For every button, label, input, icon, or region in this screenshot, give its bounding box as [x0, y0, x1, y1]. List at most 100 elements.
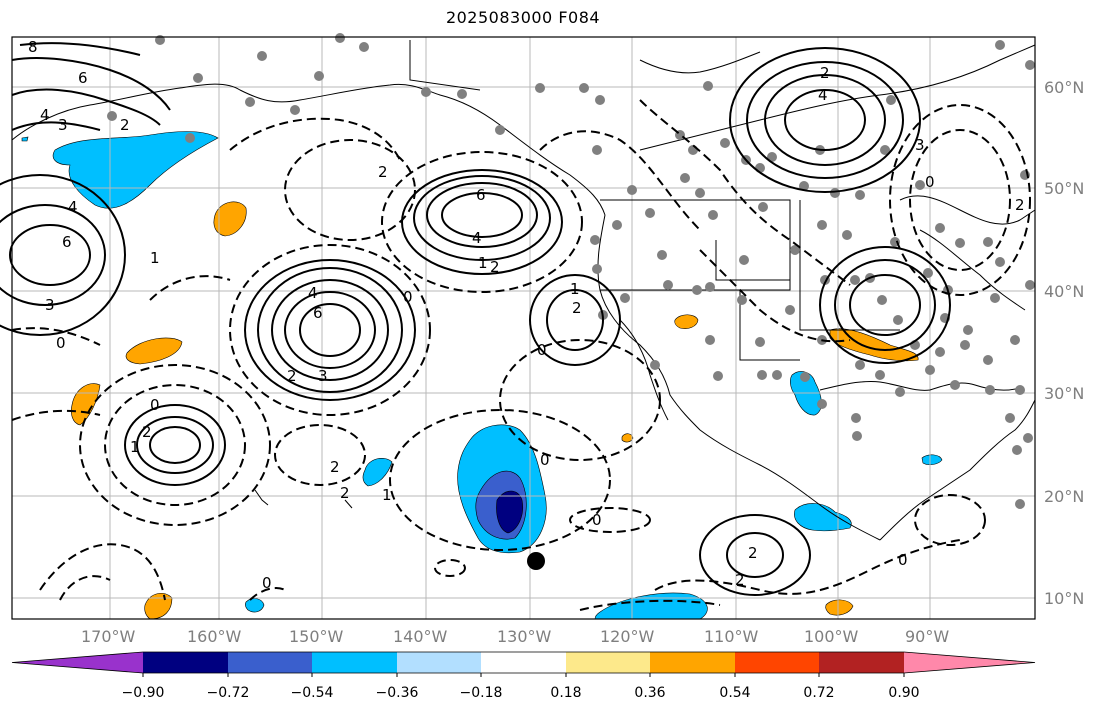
contour-label: 6 [476, 186, 486, 204]
contour-label: 2 [120, 116, 130, 134]
colorbar-segment [650, 652, 735, 673]
contour-labels: 8 6 4 3 2 4 6 1 3 0 6 4 1 2 4 6 2 3 0 1 … [28, 38, 1025, 592]
contour-label: 2 [748, 544, 758, 562]
contour-label: 3 [318, 367, 328, 385]
contour-label: 2 [572, 299, 582, 317]
lon-label: 140°W [393, 627, 448, 646]
contour-label: 0 [898, 551, 908, 569]
shade-orange-small-mx [621, 433, 634, 443]
contour-label: 0 [537, 341, 547, 359]
contour-label: 1 [130, 438, 140, 456]
lon-label: 130°W [497, 627, 552, 646]
contour-label: 2 [735, 571, 745, 589]
colorbar-segment [143, 652, 228, 673]
lat-label: 10°N [1044, 589, 1084, 608]
contour-label: 0 [56, 334, 66, 352]
storm-center-marker [527, 552, 545, 570]
shade-orange-baja [674, 314, 699, 329]
latitude-labels: 60°N 50°N 40°N 30°N 20°N 10°N [1044, 78, 1084, 608]
lat-label: 60°N [1044, 78, 1084, 97]
lon-label: 150°W [289, 627, 344, 646]
lon-label: 110°W [704, 627, 759, 646]
contour-label: 2 [378, 163, 388, 181]
contour-label: 1 [570, 280, 580, 298]
contour-label: 0 [592, 511, 602, 529]
colorbar-tick-label: 0.36 [634, 685, 665, 701]
contour-label: 3 [58, 116, 68, 134]
colorbar-ticks [142, 673, 905, 677]
shade-orange-3 [70, 383, 101, 426]
contour-label: 0 [262, 574, 272, 592]
colorbar-tick-label: 0.72 [803, 685, 834, 701]
map-title: 2025083000 F084 [445, 8, 601, 27]
lat-label: 30°N [1044, 384, 1084, 403]
colorbar-tick-label: 0.90 [888, 685, 919, 701]
lon-label: 100°W [804, 627, 859, 646]
contour-label: 2 [820, 64, 830, 82]
contour-label: 0 [925, 173, 935, 191]
colorbar-tick-label: −0.18 [460, 685, 503, 701]
lon-label: 170°W [81, 627, 136, 646]
contour-label: 2 [287, 367, 297, 385]
contours-solid [0, 42, 951, 596]
colorbar-segments [11, 651, 1036, 674]
colorbar-segment [12, 652, 143, 673]
shade-alaska-blue [52, 131, 219, 209]
contour-label: 6 [313, 304, 323, 322]
lat-label: 50°N [1044, 179, 1084, 198]
map-frame [11, 36, 1036, 620]
contour-label: 0 [540, 451, 550, 469]
coastlines [11, 40, 1036, 541]
contour-label: 6 [78, 69, 88, 87]
contour-label: 2 [330, 458, 340, 476]
shade-orange-bottom-right [825, 599, 854, 616]
contour-label: 4 [68, 198, 78, 216]
contour-label: 3 [45, 296, 55, 314]
colorbar: −0.90 −0.72 −0.54 −0.36 −0.18 0.18 0.36 … [11, 651, 1036, 701]
colorbar-segment [397, 652, 481, 673]
contour-label: 2 [1015, 196, 1025, 214]
contour-label: 0 [403, 288, 413, 306]
shade-navy [496, 490, 523, 534]
shade-blue-tiny [245, 598, 265, 613]
shade-orange-2 [125, 337, 183, 365]
colorbar-tick-label: 0.18 [550, 685, 581, 701]
colorbar-tick-label: 0.54 [719, 685, 750, 701]
contour-label: 0 [150, 396, 160, 414]
lat-label: 40°N [1044, 282, 1084, 301]
contours-dashed [11, 99, 1031, 611]
colorbar-tick-label: −0.54 [291, 685, 334, 701]
contour-label: 1 [382, 486, 392, 504]
colorbar-segment [819, 652, 904, 673]
contour-label: 2 [142, 423, 152, 441]
station-dots [107, 33, 1035, 509]
contour-label: 4 [40, 106, 50, 124]
contour-label: 1 [478, 254, 488, 272]
contour-label: 4 [472, 229, 482, 247]
contour-label: 4 [308, 284, 318, 302]
contour-label: 6 [62, 233, 72, 251]
colorbar-segment [735, 652, 819, 673]
colorbar-tick-label: −0.90 [122, 685, 165, 701]
colorbar-tick-label: −0.72 [207, 685, 250, 701]
shade-blue-topleft-tiny [21, 136, 29, 142]
shade-orange-1 [213, 201, 247, 237]
longitude-labels: 170°W 160°W 150°W 140°W 130°W 120°W 110°… [81, 627, 949, 646]
shade-blue-bottom [594, 592, 708, 620]
contour-label: 1 [150, 249, 160, 267]
contour-label: 3 [915, 136, 925, 154]
colorbar-tick-label: −0.36 [376, 685, 419, 701]
shade-orange-plains [829, 328, 919, 362]
colorbar-segment [481, 652, 566, 673]
contour-label: 8 [28, 38, 38, 56]
graticule [12, 37, 1035, 619]
shade-blue-central-am [794, 503, 852, 532]
colorbar-segment [312, 652, 397, 673]
shade-blue-gulf [921, 454, 943, 465]
lon-label: 120°W [600, 627, 655, 646]
lon-label: 90°W [905, 627, 949, 646]
shade-blue-small [362, 457, 393, 487]
contour-label: 2 [340, 484, 350, 502]
contour-label: 4 [818, 86, 828, 104]
